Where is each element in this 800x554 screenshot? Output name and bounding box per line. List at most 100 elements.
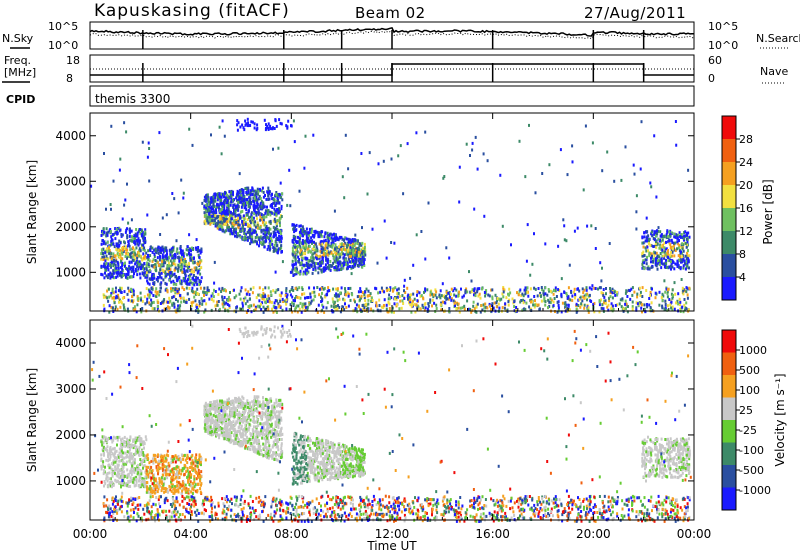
echo-cell [313,294,316,298]
echo-cell [126,182,128,186]
echo-cell [433,301,436,305]
echo-cell [568,263,571,267]
echo-cell [326,253,329,257]
echo-cell [273,127,276,130]
echo-cell [387,297,390,301]
echo-cell [402,302,405,305]
echo-cell [265,239,268,243]
echo-cell [593,310,596,314]
echo-cell [292,265,295,269]
echo-cell [272,235,275,239]
echo-cell [244,302,247,306]
echo-cell [445,297,448,301]
echo-cell [356,295,359,299]
echo-cell [186,264,189,268]
echo-cell [244,222,247,226]
echo-cell [130,229,133,233]
echo-cell [678,239,680,242]
echo-cell [118,226,121,230]
echo-cell [635,227,638,231]
echo-cell [503,306,506,310]
echo-cell [321,257,324,261]
echo-cell [622,307,625,311]
echo-cell [266,211,269,215]
echo-cell [301,305,304,309]
echo-cell [442,176,445,180]
echo-cell [335,294,338,298]
echo-cell [151,287,154,291]
echo-cell [123,246,126,250]
echo-cell [429,293,432,297]
echo-cell [647,249,649,253]
echo-cell [359,308,362,312]
echo-cell [203,291,206,295]
echo-cell [411,301,413,305]
echo-cell [266,125,269,128]
echo-cell [333,232,335,236]
echo-cell [289,303,292,307]
echo-cell [130,269,133,273]
echo-cell [268,220,271,224]
echo-cell [671,308,674,311]
echo-cell [260,295,263,299]
echo-cell [661,306,664,310]
echo-cell [376,308,379,312]
echo-cell [483,305,486,309]
echo-cell [252,221,255,225]
echo-cell [258,194,261,198]
echo-cell [101,255,104,259]
echo-cell [277,193,280,197]
echo-cell [347,253,350,257]
echo-cell [139,231,142,235]
echo-cell [185,269,188,273]
echo-cell [164,254,167,258]
echo-cell [107,257,110,261]
echo-cell [305,227,308,231]
echo-cell [544,303,547,307]
echo-cell [247,121,250,125]
echo-cell [353,298,356,302]
echo-cell [115,286,117,290]
echo-cell [611,291,614,295]
echo-cell [267,307,270,311]
echo-cell [248,230,251,234]
echo-cell [237,226,240,230]
echo-cell [344,293,347,297]
echo-cell [541,172,544,175]
echo-cell [577,298,580,302]
echo-cell [177,266,180,270]
echo-cell [103,307,106,311]
echo-cell [168,255,171,259]
echo-cell [583,296,586,300]
echo-cell [144,257,147,261]
echo-cell [274,204,277,207]
echo-cell [179,296,182,300]
echo-cell [294,248,297,252]
echo-cell [206,291,209,295]
echo-cell [413,302,416,306]
echo-cell [385,286,388,290]
echo-cell [495,301,498,305]
echo-cell [440,294,443,298]
echo-cell [206,216,209,220]
echo-cell [302,227,305,231]
echo-cell [443,175,446,178]
echo-cell [253,212,256,216]
echo-cell [688,286,691,290]
echo-cell [336,299,339,303]
echo-cell [643,254,646,257]
echo-cell [305,231,308,235]
echo-cell [244,296,247,300]
echo-cell [146,256,149,259]
echo-cell [310,229,313,233]
echo-cell [332,261,335,265]
echo-cell [285,289,288,293]
echo-cell [674,235,677,239]
echo-cell [681,286,684,290]
echo-cell [275,201,278,205]
echo-cell [114,237,117,241]
echo-cell [256,123,259,127]
echo-cell [284,299,287,303]
echo-cell [133,438,136,442]
echo-cell [359,257,362,261]
